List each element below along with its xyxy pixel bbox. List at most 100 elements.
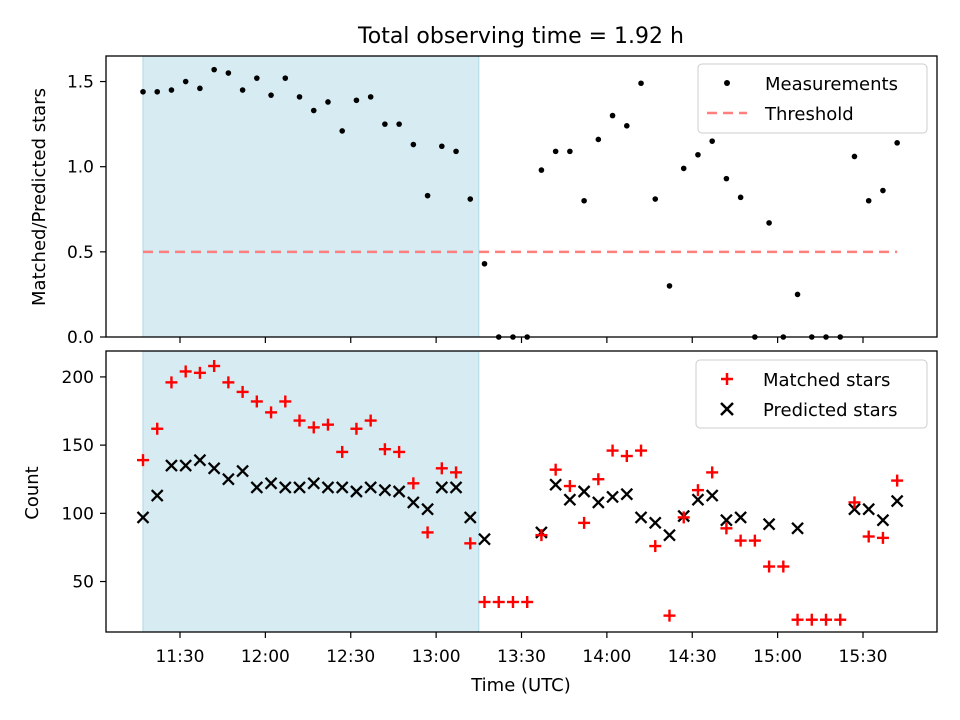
matched-star-point xyxy=(748,534,761,547)
x-tick-label: 11:30 xyxy=(155,647,204,667)
legend-matched-label: Matched stars xyxy=(763,370,890,391)
matched-star-point xyxy=(236,385,249,398)
top-shaded-span xyxy=(142,55,480,338)
matched-star-point xyxy=(393,445,406,458)
measurement-point xyxy=(766,220,772,226)
matched-star-point xyxy=(151,422,164,435)
matched-star-point xyxy=(663,609,676,622)
predicted-star-point xyxy=(179,459,192,472)
matched-star-point xyxy=(179,365,192,378)
legend-measurements-label: Measurements xyxy=(765,74,898,95)
measurement-point xyxy=(695,151,701,158)
matched-star-point xyxy=(435,462,448,475)
bottom-y-axis-label: Count xyxy=(22,466,43,519)
x-tick-label: 15:00 xyxy=(753,647,802,667)
predicted-star-point xyxy=(421,502,434,516)
predicted-star-point xyxy=(734,511,747,524)
measurement-points xyxy=(140,66,900,340)
matched-star-point xyxy=(592,473,605,486)
measurement-point xyxy=(538,167,545,173)
predicted-star-point xyxy=(648,516,662,530)
predicted-star-point xyxy=(236,464,249,478)
measurement-point xyxy=(737,194,744,201)
matched-star-point xyxy=(578,516,591,529)
predicted-star-point xyxy=(563,493,577,506)
predicted-star-point xyxy=(592,496,605,509)
predicted-star-point xyxy=(478,532,491,546)
matched-star-point xyxy=(293,414,306,427)
matched-star-point xyxy=(820,613,833,626)
measurement-point xyxy=(154,88,161,95)
measurement-point xyxy=(254,75,260,81)
predicted-star-point xyxy=(463,511,477,524)
measurement-point xyxy=(310,107,317,114)
measurement-point xyxy=(225,70,232,76)
predicted-star-point xyxy=(335,481,349,494)
matched-star-point xyxy=(478,595,491,608)
matched-star-point xyxy=(307,421,320,434)
legend-predicted-marker xyxy=(720,402,734,416)
measurement-point xyxy=(424,192,431,199)
top-x-ticks xyxy=(179,337,864,343)
matched-star-point xyxy=(891,474,904,487)
matched-star-point xyxy=(364,414,377,427)
top-y-axis-label: Matched/Predicted stars xyxy=(29,88,50,306)
predicted-star-point xyxy=(705,489,719,502)
bottom-panel: 50 100 150 200 11:30 12:00 12:30 13:00 13:30 14:… xyxy=(22,350,938,696)
predicted-star-point xyxy=(791,522,804,535)
y-tick-label: 0.5 xyxy=(67,243,94,263)
matched-star-point xyxy=(378,443,391,456)
matched-star-point xyxy=(876,531,889,544)
matched-star-point xyxy=(321,418,334,431)
predicted-star-point xyxy=(862,502,876,516)
matched-star-point xyxy=(407,477,420,490)
predicted-star-point xyxy=(136,511,150,524)
measurement-point xyxy=(652,196,659,202)
measurement-point xyxy=(239,87,246,93)
predicted-star-point xyxy=(250,481,264,494)
measurement-point xyxy=(581,197,587,204)
measurement-point xyxy=(851,153,858,160)
measurement-point xyxy=(268,92,274,98)
predicted-star-point xyxy=(876,513,890,527)
measurement-point xyxy=(894,140,900,146)
y-tick-label: 1.0 xyxy=(67,158,94,178)
measurement-point xyxy=(552,148,559,155)
top-legend-box xyxy=(697,63,928,134)
top-panel: 0.0 0.5 1.0 1.5 Matched/Predicted stars Mea… xyxy=(29,55,938,348)
matched-star-point xyxy=(620,450,633,463)
matched-star-point xyxy=(563,480,576,493)
bottom-y-ticks: 50 100 150 200 xyxy=(62,368,106,593)
matched-star-point xyxy=(677,511,690,524)
predicted-star-point xyxy=(193,453,207,467)
measurement-point xyxy=(623,123,630,129)
y-tick-label: 100 xyxy=(62,504,94,524)
predicted-star-point xyxy=(293,481,306,494)
matched-star-point xyxy=(606,444,619,457)
matched-star-point xyxy=(464,537,477,550)
measurement-point xyxy=(396,121,402,127)
matched-star-point xyxy=(350,422,363,435)
predicted-star-point xyxy=(392,485,406,498)
matched-star-point xyxy=(279,395,292,408)
predicted-star-point xyxy=(364,481,377,494)
predicted-star-point xyxy=(449,481,463,494)
predicted-star-point xyxy=(222,472,235,486)
predicted-star-point xyxy=(264,477,278,490)
matched-stars-points xyxy=(136,360,904,626)
measurement-point xyxy=(638,80,644,87)
predicted-star-point xyxy=(890,494,904,508)
predicted-star-point xyxy=(378,483,392,497)
measurement-point xyxy=(666,283,673,289)
y-tick-label: 1.5 xyxy=(67,73,94,93)
matched-star-point xyxy=(691,484,704,497)
y-tick-label: 150 xyxy=(62,436,94,456)
measurement-point xyxy=(794,291,801,298)
measurement-point xyxy=(367,94,374,100)
predicted-star-point xyxy=(720,513,733,527)
predicted-star-point xyxy=(691,493,705,506)
x-tick-label: 14:30 xyxy=(668,647,717,667)
matched-star-point xyxy=(521,595,534,608)
bottom-legend-box xyxy=(695,359,928,429)
